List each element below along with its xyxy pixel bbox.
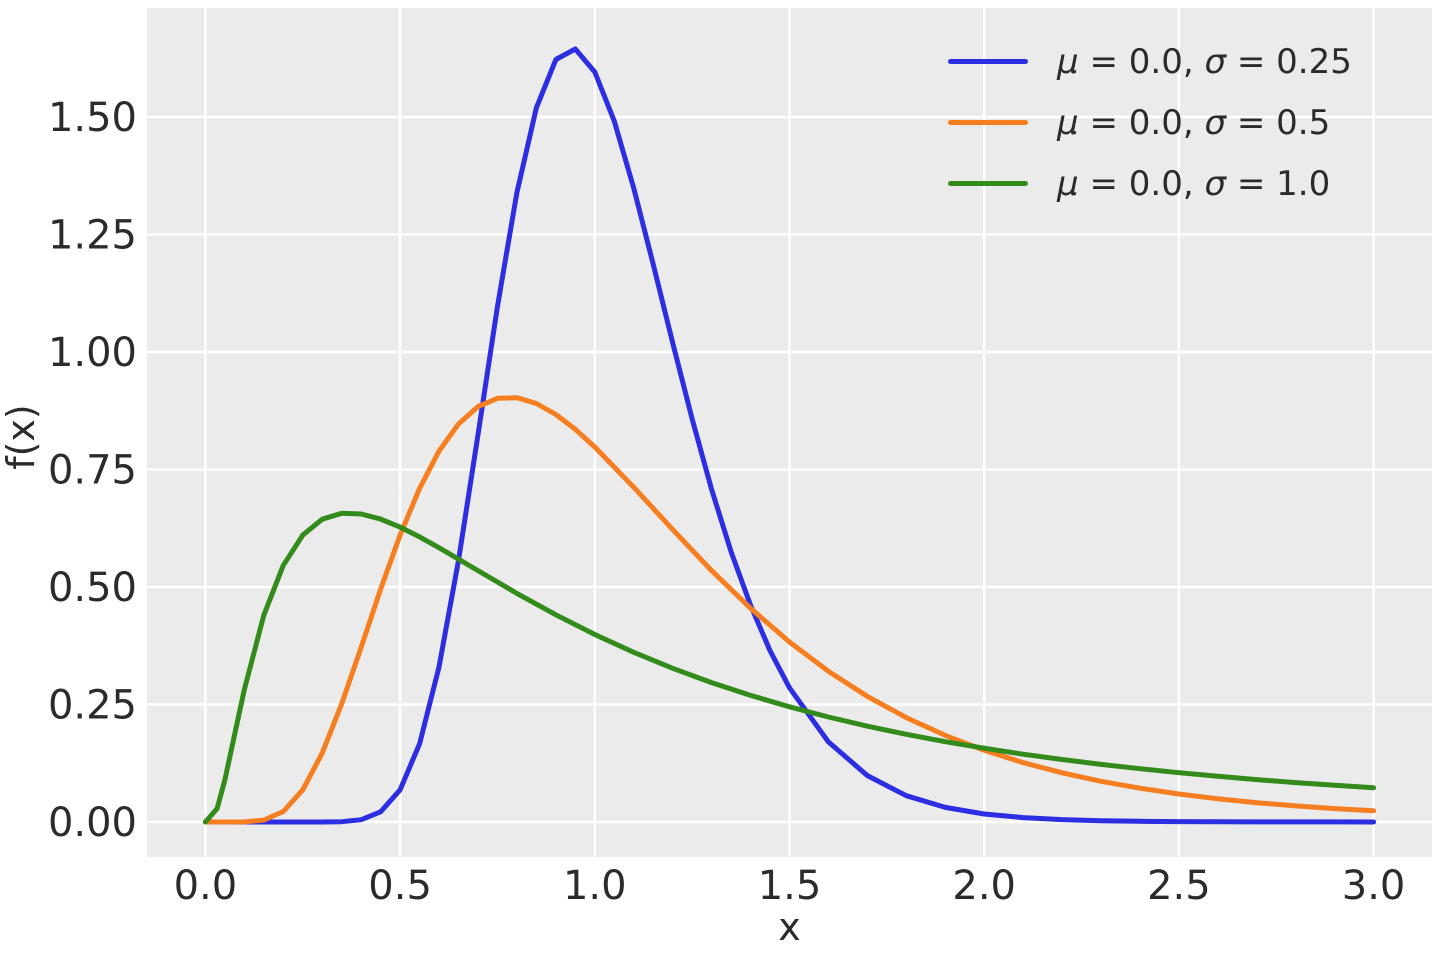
mu-symbol: μ: [1057, 41, 1079, 82]
sigma-value: 0.5: [1276, 102, 1331, 143]
mu-value: 0.0: [1128, 102, 1183, 143]
mu-symbol: μ: [1057, 163, 1079, 204]
y-tick-label: 1.25: [48, 213, 137, 259]
x-tick-label: 2.0: [952, 863, 1016, 909]
mu-symbol: μ: [1057, 102, 1079, 143]
sigma-value: 1.0: [1276, 163, 1331, 204]
x-tick-label: 0.5: [368, 863, 432, 909]
legend-item-sigma-0-5: μ = 0.0, σ = 0.5: [948, 92, 1352, 153]
legend-label: μ = 0.0, σ = 1.0: [1057, 163, 1331, 204]
legend-item-sigma-1-0: μ = 0.0, σ = 1.0: [948, 153, 1352, 214]
y-tick-label: 0.25: [48, 682, 137, 728]
y-tick-label: 0.50: [48, 565, 137, 611]
legend-label: μ = 0.0, σ = 0.25: [1057, 41, 1352, 82]
mu-value: 0.0: [1128, 163, 1183, 204]
mu-value: 0.0: [1128, 41, 1183, 82]
legend-line-sample-orange: [948, 120, 1028, 125]
x-tick-label: 3.0: [1342, 863, 1406, 909]
legend-line-sample-blue: [948, 59, 1028, 64]
legend-label: μ = 0.0, σ = 0.5: [1057, 102, 1331, 143]
y-tick-label: 0.75: [48, 448, 137, 494]
x-tick-label: 0.0: [174, 863, 238, 909]
x-tick-label: 1.0: [563, 863, 627, 909]
sigma-value: 0.25: [1276, 41, 1352, 82]
pdf-curve-sigma-0.5: [202, 395, 1377, 825]
legend: μ = 0.0, σ = 0.25 μ = 0.0, σ = 0.5 μ = 0…: [948, 31, 1352, 214]
y-tick-label: 1.00: [48, 330, 137, 376]
sigma-symbol: σ: [1204, 163, 1227, 204]
pdf-curve-sigma-0.25: [202, 46, 1377, 825]
x-axis-label: x: [778, 905, 801, 949]
x-tick-label: 2.5: [1147, 863, 1211, 909]
sigma-symbol: σ: [1204, 41, 1227, 82]
y-tick-label: 1.50: [48, 95, 137, 141]
legend-item-sigma-0-25: μ = 0.0, σ = 0.25: [948, 31, 1352, 92]
y-axis-label: f(x): [0, 404, 43, 470]
x-tick-label: 1.5: [758, 863, 822, 909]
legend-line-sample-green: [948, 181, 1028, 186]
y-tick-label: 0.00: [48, 800, 137, 846]
pdf-curve-sigma-1.0: [202, 510, 1377, 825]
sigma-symbol: σ: [1204, 102, 1227, 143]
